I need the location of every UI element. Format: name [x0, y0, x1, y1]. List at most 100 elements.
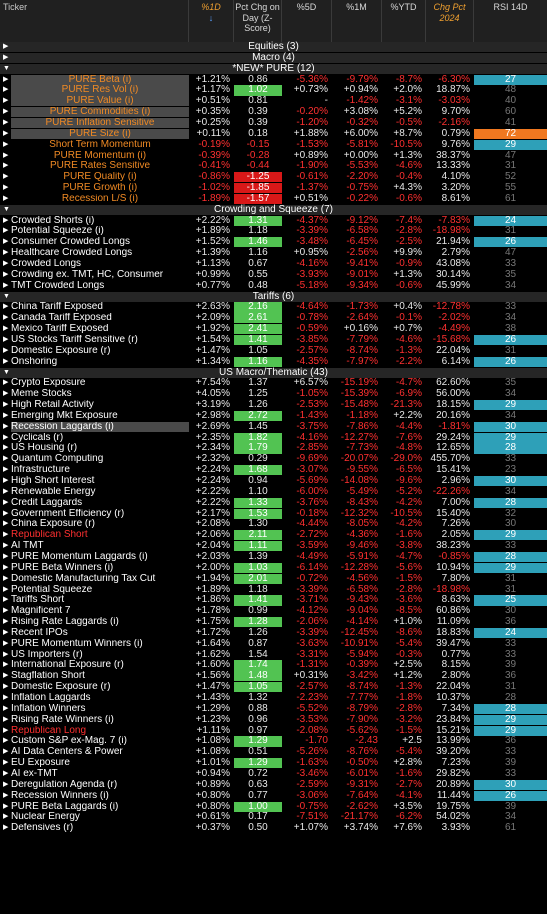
col-pct-5d-header[interactable]: %5D — [282, 0, 332, 42]
ticker-cell[interactable]: High Retail Activity — [11, 400, 94, 411]
expand-arrow-icon[interactable]: ▶ — [3, 249, 9, 257]
expand-arrow-icon[interactable]: ▶ — [3, 791, 9, 799]
ticker-cell[interactable]: Domestic Manufacturing Tax Cut — [11, 573, 156, 584]
table-row[interactable]: ▶ High Retail Activity +3.19% 1.26 -2.53% -15… — [0, 400, 547, 411]
table-row[interactable]: ▶ Tariffs Short +1.86% 1.41 -3.71% -9.43% -3.6… — [0, 595, 547, 606]
ticker-cell[interactable]: PURE Size (i) — [11, 128, 189, 139]
table-row[interactable]: ▶ PURE Commodities (i) +0.35% 0.39 -0.20% +3.… — [0, 107, 547, 118]
table-row[interactable]: ▶ Quantum Computing +2.32% 0.29 -9.69% -20.07… — [0, 454, 547, 464]
expand-arrow-icon[interactable]: ▶ — [3, 173, 9, 181]
table-row[interactable]: ▶ Emerging Mkt Exposure +2.98% 2.72 -1.43% -1… — [0, 410, 547, 422]
table-row[interactable]: ▶ US Importers (r) +1.62% 1.54 -3.31% -5.94% -… — [0, 650, 547, 660]
expand-arrow-icon[interactable]: ▶ — [3, 672, 9, 680]
table-row[interactable]: ▶ Domestic Exposure (r) +1.47% 1.05 -2.57% -8… — [0, 346, 547, 356]
expand-arrow-icon[interactable]: ▶ — [3, 151, 9, 159]
table-row[interactable]: ▶ Recession Laggards (i) +2.69% 1.45 -3.75% -… — [0, 421, 547, 432]
table-row[interactable]: ▶ Renewable Energy +2.22% 1.10 -6.00% -5.49% -… — [0, 487, 547, 497]
ticker-cell[interactable]: PURE Inflation Sensitive — [11, 117, 189, 129]
ticker-cell[interactable]: PURE Momentum Laggards (i) — [11, 551, 148, 562]
ticker-cell[interactable]: Recession Laggards (i) — [11, 421, 189, 432]
table-row[interactable]: ▶ Deregulation Agenda (r) +0.89% 0.63 -2.59%… — [0, 779, 547, 790]
expand-arrow-icon[interactable]: ▶ — [3, 390, 9, 398]
table-row[interactable]: ▶ US Housing (r) +2.34% 1.79 -2.85% -7.73% -4.… — [0, 443, 547, 454]
table-row[interactable]: ▶ Mexico Tariff Exposed +1.92% 2.41 -0.59% +0… — [0, 324, 547, 335]
table-row[interactable]: ▶ Short Term Momentum -0.19% -0.15 -1.53% -5.… — [0, 139, 547, 150]
expand-arrow-icon[interactable]: ▶ — [3, 487, 9, 495]
expand-arrow-icon[interactable]: ▶ — [3, 43, 9, 50]
table-row[interactable]: ▶ Defensives (r) +0.37% 0.50 +1.07% +3.74% +7.… — [0, 823, 547, 833]
expand-arrow-icon[interactable]: ▶ — [3, 520, 9, 528]
table-row[interactable]: ▶ International Exposure (r) +1.60% 1.74 -1.… — [0, 660, 547, 671]
ticker-cell[interactable]: Crowded Longs — [11, 259, 82, 269]
col-pct-1d-header[interactable]: %1D ↓ — [189, 0, 234, 42]
ticker-cell[interactable]: Government Efficiency (r) — [11, 508, 125, 519]
table-row[interactable]: ▶ PURE Beta Winners (i) +2.00% 1.03 -6.14% -1… — [0, 562, 547, 573]
table-row[interactable]: ▶ Recession Winners (i) +0.80% 0.77 -3.06% -7… — [0, 790, 547, 801]
ticker-cell[interactable]: PURE Momentum Winners (i) — [11, 638, 143, 649]
expand-arrow-icon[interactable]: ▶ — [3, 411, 9, 419]
expand-arrow-icon[interactable]: ▶ — [3, 422, 9, 430]
expand-arrow-icon[interactable]: ▶ — [3, 769, 9, 777]
table-row[interactable]: ▶ Infrastructure +2.24% 1.68 -3.07% -9.55% -6.… — [0, 465, 547, 476]
expand-arrow-icon[interactable]: ▶ — [3, 618, 9, 626]
expand-arrow-icon[interactable]: ▶ — [3, 346, 9, 354]
ticker-cell[interactable]: EU Exposure — [11, 758, 70, 769]
table-row[interactable]: ▶ PURE Quality (i) -0.86% -1.25 -0.61% -2.20%… — [0, 172, 547, 183]
expand-arrow-icon[interactable]: ▶ — [3, 108, 9, 116]
expand-arrow-icon[interactable]: ▼ — [3, 64, 10, 72]
table-row[interactable]: ▶ AI Data Centers & Power +1.08% 0.51 -5.26%… — [0, 747, 547, 757]
expand-arrow-icon[interactable]: ▶ — [3, 86, 9, 94]
table-row[interactable]: ▶ Custom S&P ex-Mag. 7 (i) +1.08% 1.29 -1.70… — [0, 736, 547, 747]
table-row[interactable]: ▶ AI ex-TMT +0.94% 0.72 -3.46% -6.01% -1.6% 29.… — [0, 769, 547, 779]
ticker-cell[interactable]: Credit Laggards — [11, 497, 83, 508]
table-row[interactable]: ▶ EU Exposure +1.01% 1.29 -1.63% -0.50% +2.8% 7… — [0, 758, 547, 769]
table-row[interactable]: ▶ Onshoring +1.34% 1.16 -4.35% -7.97% -2.2% 6.1… — [0, 356, 547, 367]
ticker-cell[interactable]: Crowded Shorts (i) — [11, 215, 95, 226]
table-row[interactable]: ▶ Republican Short +2.06% 2.11 -2.72% -4.36% -… — [0, 530, 547, 541]
ticker-cell[interactable]: Healthcare Crowded Longs — [11, 248, 133, 259]
expand-arrow-icon[interactable]: ▶ — [3, 162, 9, 170]
ticker-cell[interactable]: PURE Commodities (i) — [11, 107, 189, 118]
table-row[interactable]: ▶ Nuclear Energy +0.61% 0.17 -7.51% -21.17% -6… — [0, 812, 547, 822]
ticker-cell[interactable]: PURE Beta (i) — [11, 74, 189, 85]
ticker-cell[interactable]: US Housing (r) — [11, 443, 78, 454]
table-row[interactable]: ▶ Recession L/S (i) -1.89% -1.57 +0.51% -0.22… — [0, 193, 547, 205]
expand-arrow-icon[interactable]: ▶ — [3, 357, 9, 365]
table-row[interactable]: ▶ Consumer Crowded Longs +1.52% 1.46 -3.48% -… — [0, 237, 547, 248]
table-row[interactable]: ▶ PURE Res Vol (i) +1.17% 1.02 +0.73% +0.94% +… — [0, 85, 547, 96]
table-row[interactable]: ▶ PURE Momentum Laggards (i) +2.03% 1.39 -4.… — [0, 551, 547, 563]
ticker-cell[interactable]: Inflation Laggards — [11, 693, 91, 703]
ticker-cell[interactable]: Crypto Exposure — [11, 378, 86, 389]
group-header[interactable]: ▼ Tariffs (6) — [0, 291, 547, 302]
table-row[interactable]: ▶ High Short Interest +2.24% 0.94 -5.69% -14.… — [0, 476, 547, 487]
ticker-cell[interactable]: PURE Momentum (i) — [53, 150, 147, 161]
ticker-cell[interactable]: Potential Squeeze — [11, 584, 93, 595]
expand-arrow-icon[interactable]: ▶ — [3, 379, 9, 387]
ticker-cell[interactable]: Quantum Computing — [11, 454, 104, 465]
table-row[interactable]: ▶ PURE Size (i) +0.11% 0.18 +1.88% +6.00% +8.7… — [0, 128, 547, 139]
expand-arrow-icon[interactable]: ▶ — [3, 281, 9, 289]
expand-arrow-icon[interactable]: ▶ — [3, 238, 9, 246]
ticker-cell[interactable]: Mexico Tariff Exposed — [11, 324, 109, 335]
table-row[interactable]: ▶ Crowded Shorts (i) +2.22% 1.31 -4.37% -9.12… — [0, 215, 547, 226]
ticker-cell[interactable]: Onshoring — [11, 356, 58, 367]
expand-arrow-icon[interactable]: ▶ — [3, 639, 9, 647]
expand-arrow-icon[interactable]: ▶ — [3, 683, 9, 691]
table-row[interactable]: ▶ Credit Laggards +2.22% 1.33 -3.76% -8.43% -4… — [0, 497, 547, 508]
expand-arrow-icon[interactable]: ▶ — [3, 75, 9, 83]
table-row[interactable]: ▶ AI TMT +2.04% 1.11 -3.59% -9.46% -3.8% 38.23%… — [0, 541, 547, 552]
expand-arrow-icon[interactable]: ▶ — [3, 401, 9, 409]
ticker-cell[interactable]: Infrastructure — [11, 465, 70, 476]
expand-arrow-icon[interactable]: ▶ — [3, 704, 9, 712]
expand-arrow-icon[interactable]: ▶ — [3, 433, 9, 441]
ticker-cell[interactable]: Republican Long — [11, 725, 87, 736]
ticker-cell[interactable]: Recent IPOs — [11, 627, 68, 638]
ticker-cell[interactable]: China Tariff Exposed — [11, 302, 103, 313]
expand-arrow-icon[interactable]: ▶ — [3, 813, 9, 821]
expand-arrow-icon[interactable]: ▶ — [3, 661, 9, 669]
table-row[interactable]: ▶ Healthcare Crowded Longs +1.39% 1.16 +0.95… — [0, 248, 547, 258]
table-row[interactable]: ▶ China Tariff Exposed +2.63% 2.16 -4.64% -1.… — [0, 302, 547, 313]
group-header[interactable]: ▼ Crowding and Squeeze (7) — [0, 204, 547, 215]
expand-arrow-icon[interactable]: ▶ — [3, 737, 9, 745]
expand-arrow-icon[interactable]: ▼ — [3, 368, 10, 376]
